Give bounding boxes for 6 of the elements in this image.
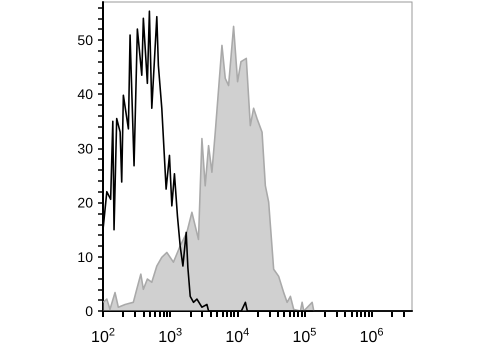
y-tick-label: 50 — [77, 32, 94, 48]
y-tick-label: 20 — [77, 194, 94, 211]
y-tick-label: 30 — [77, 140, 94, 156]
y-tick-label: 10 — [77, 248, 94, 265]
y-tick-label: 40 — [77, 86, 94, 102]
y-tick-label: 0 — [85, 303, 94, 319]
